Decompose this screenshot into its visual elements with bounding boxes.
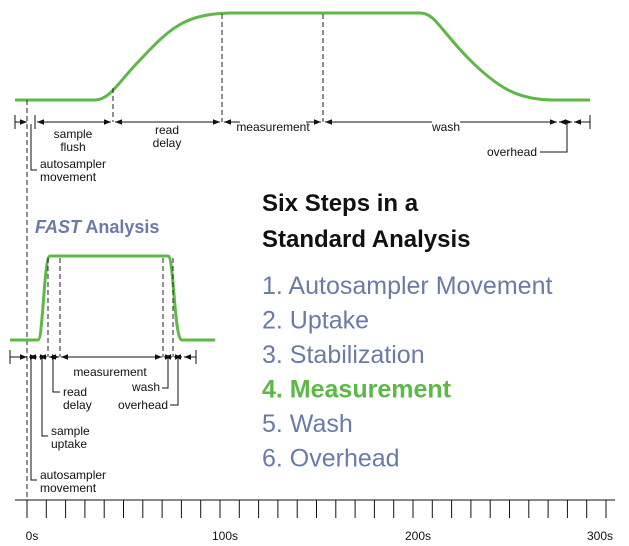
label: uptake <box>51 437 87 451</box>
axis-label: 0s <box>26 529 39 543</box>
fast-arrows <box>9 350 197 481</box>
standard-curve <box>15 11 590 102</box>
label: movement <box>40 481 97 495</box>
label: sample <box>54 127 93 141</box>
label: read <box>63 385 87 399</box>
label: delay <box>153 136 182 150</box>
label: autosampler <box>40 468 106 482</box>
label: measurement <box>236 120 310 134</box>
fast-title: FAST Analysis <box>35 217 159 237</box>
axis-label: 300s <box>587 529 613 543</box>
label: read <box>155 123 179 137</box>
label: overhead <box>487 145 537 159</box>
label: overhead <box>118 398 168 412</box>
step-item: 5. Wash <box>262 410 353 438</box>
step-item: 2. Uptake <box>262 307 369 335</box>
label: flush <box>60 140 85 154</box>
step-item: 6. Overhead <box>262 445 400 473</box>
label: autosampler <box>40 157 106 171</box>
step-item: 1. Autosampler Movement <box>262 272 552 300</box>
axis-label: 200s <box>405 529 431 543</box>
step-item: 3. Stabilization <box>262 341 425 369</box>
label: measurement <box>73 365 147 379</box>
steps-title: Standard Analysis <box>262 226 471 253</box>
label: wash <box>431 120 460 134</box>
axis-label: 100s <box>212 529 238 543</box>
fast-curve <box>10 254 215 342</box>
label: wash <box>131 380 160 394</box>
label: sample <box>51 424 90 438</box>
label: movement <box>40 170 97 184</box>
step-item: 4. Measurement <box>262 376 452 404</box>
label: delay <box>63 398 92 412</box>
steps-title: Six Steps in a <box>262 190 419 217</box>
